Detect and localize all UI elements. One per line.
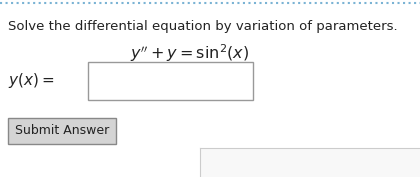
Text: Submit Answer: Submit Answer xyxy=(15,124,109,138)
Bar xyxy=(8,118,116,144)
Text: Solve the differential equation by variation of parameters.: Solve the differential equation by varia… xyxy=(8,20,398,33)
Text: $y(x) =$: $y(x) =$ xyxy=(8,70,55,90)
Bar xyxy=(200,148,420,177)
Bar xyxy=(88,62,253,100)
Text: $y'' + y = \mathrm{sin}^2(x)$: $y'' + y = \mathrm{sin}^2(x)$ xyxy=(130,42,249,64)
